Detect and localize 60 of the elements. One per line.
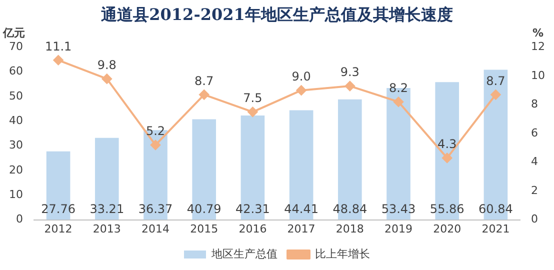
data-label: 40.79 [186,202,222,216]
y-axis-title: 亿元 [2,26,25,40]
y2-tick-label: 8 [531,98,538,111]
y-tick-label: 60 [8,64,23,78]
data-label: 8.7 [486,74,506,88]
data-label: 9.0 [292,69,311,84]
y2-tick-label: 0 [531,212,538,226]
y2-tick-label: 6 [531,126,538,140]
x-tick-label: 2012 [44,222,72,236]
data-label: 36.37 [138,202,173,216]
chart-title: 通道县2012-2021年地区生产总值及其增长速度 [100,4,453,24]
x-tick-label: 2016 [238,222,267,236]
legend-label: 比上年增长 [315,247,370,260]
point [53,55,64,66]
data-label: 33.21 [90,202,124,216]
x-tick-label: 2014 [142,222,170,236]
y2-axis-title: % [532,26,544,40]
data-label: 48.84 [332,202,368,216]
data-label: 55.86 [430,202,464,216]
data-label: 5.2 [146,124,166,138]
point [394,96,404,107]
data-label: 53.43 [381,202,416,216]
data-label: 8.2 [388,80,408,95]
data-label: 42.31 [236,202,270,216]
point [490,90,501,100]
y2-tick-label: 12 [531,40,546,54]
point [442,152,452,163]
x-tick-label: 2015 [190,222,218,236]
point [150,140,160,150]
point [199,90,210,100]
y2-tick-label: 10 [531,68,546,82]
y-tick-label: 10 [8,188,23,201]
y-tick-label: 50 [8,89,23,102]
data-label: 11.1 [44,39,72,54]
data-label: 27.76 [41,202,76,216]
x-tick-label: 2021 [482,222,510,236]
data-label: 7.5 [243,91,262,106]
data-label: 8.7 [194,74,214,88]
data-label: 9.3 [340,65,360,80]
y-tick-label: 0 [16,212,23,226]
data-label: 4.3 [438,137,457,152]
y2-tick-label: 4 [531,155,538,168]
x-tick-label: 2013 [92,222,121,236]
y-tick-label: 70 [8,40,23,54]
x-tick-label: 2019 [384,222,412,236]
point [102,74,112,84]
point [344,81,355,92]
x-tick-label: 2017 [287,222,316,236]
x-tick-label: 2020 [433,222,462,236]
legend-label: 地区生产总值 [210,247,278,260]
y-tick-label: 30 [8,138,23,152]
data-label: 9.8 [97,58,116,72]
y2-tick-label: 2 [531,184,538,197]
point [296,85,306,96]
x-tick-label: 2018 [336,222,364,236]
data-label: 44.41 [284,202,318,216]
y-tick-label: 20 [8,163,23,176]
point [248,106,258,117]
data-label: 60.84 [478,202,513,216]
y-tick-label: 40 [8,114,23,128]
